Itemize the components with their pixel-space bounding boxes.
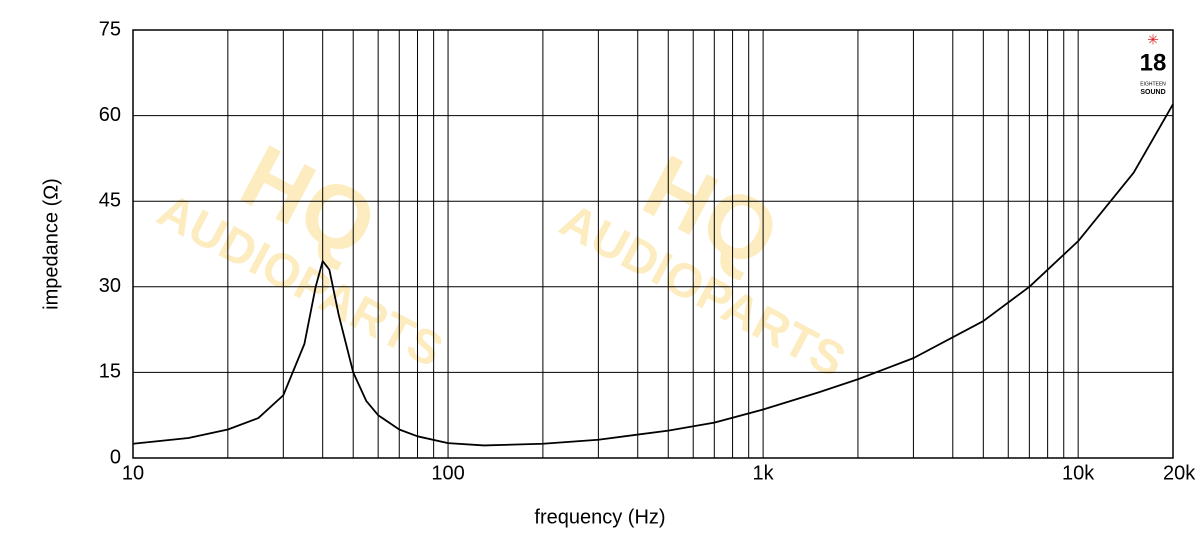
- x-tick-label: 100: [431, 462, 464, 484]
- y-axis-label: impedance (Ω): [40, 178, 62, 310]
- x-tick-label: 1k: [753, 462, 775, 484]
- y-tick-label: 75: [99, 18, 121, 40]
- logo-text: EIGHTEEN: [1140, 81, 1166, 87]
- y-tick-label: 45: [99, 189, 121, 211]
- x-tick-label: 10: [122, 462, 144, 484]
- x-tick-label: 10k: [1062, 462, 1095, 484]
- logo-star: ✳: [1147, 32, 1159, 48]
- y-tick-label: 0: [110, 446, 121, 468]
- x-axis-label: frequency (Hz): [534, 506, 665, 528]
- y-tick-label: 30: [99, 275, 121, 297]
- y-tick-label: 15: [99, 361, 121, 383]
- watermark: HQ AUDIOPARTS HQ AUDIOPARTS: [149, 127, 853, 389]
- y-tick-label: 60: [99, 104, 121, 126]
- logo: ✳ 18 EIGHTEEN SOUND: [1140, 32, 1167, 96]
- logo-number: 18: [1140, 49, 1167, 76]
- logo-text: SOUND: [1140, 89, 1165, 96]
- impedance-curve: [132, 103, 1174, 447]
- x-tick-label: 20k: [1163, 462, 1196, 484]
